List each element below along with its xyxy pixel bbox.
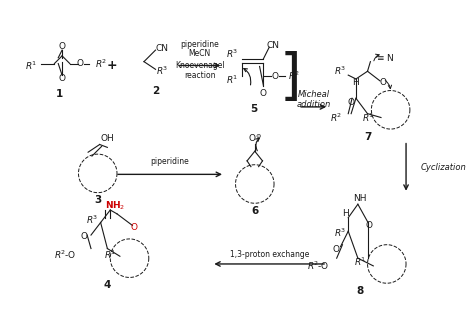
Text: O: O	[131, 223, 138, 232]
Text: $\mathit{R}$$^2$-O: $\mathit{R}$$^2$-O	[54, 248, 76, 261]
Text: $\mathit{R}$$^1$: $\mathit{R}$$^1$	[354, 256, 366, 268]
Text: 6: 6	[251, 206, 258, 216]
Text: O: O	[332, 245, 339, 254]
Text: O: O	[59, 74, 65, 83]
Text: O$^{\ominus}$: O$^{\ominus}$	[248, 132, 262, 144]
Text: O: O	[366, 221, 373, 230]
Text: reaction: reaction	[184, 71, 216, 80]
Text: +: +	[107, 59, 118, 72]
Text: piperidine: piperidine	[151, 157, 190, 166]
Text: OH: OH	[100, 134, 114, 143]
Text: H: H	[342, 209, 349, 218]
Text: $\mathit{R}$$^3$: $\mathit{R}$$^3$	[334, 227, 346, 239]
Text: $\mathit{R}$$^3$: $\mathit{R}$$^3$	[226, 48, 237, 60]
Text: $\mathit{R}$$^2$: $\mathit{R}$$^2$	[95, 57, 107, 70]
Text: Cyclization: Cyclization	[420, 163, 466, 172]
Text: $\mathit{R}$$^1$: $\mathit{R}$$^1$	[104, 248, 116, 261]
Text: $\mathit{R}$$^1$: $\mathit{R}$$^1$	[226, 74, 237, 86]
Text: H: H	[353, 78, 359, 87]
Text: 4: 4	[104, 280, 111, 290]
Text: 5: 5	[250, 104, 257, 114]
Text: CN: CN	[155, 44, 169, 53]
Text: 2: 2	[152, 86, 159, 95]
Text: Micheal: Micheal	[298, 90, 329, 99]
Text: $\mathit{R}$$^2$: $\mathit{R}$$^2$	[288, 70, 299, 82]
Text: MeCN: MeCN	[189, 49, 211, 58]
Text: O: O	[272, 72, 279, 81]
Text: CN: CN	[266, 41, 280, 50]
Text: 1,3-proton exchange: 1,3-proton exchange	[229, 250, 309, 259]
Text: $\mathit{R}$$^3$: $\mathit{R}$$^3$	[335, 65, 346, 77]
Text: $\equiv$N: $\equiv$N	[375, 52, 394, 63]
Text: O: O	[347, 98, 355, 106]
Text: 1: 1	[55, 89, 63, 100]
Text: ]: ]	[280, 51, 301, 105]
Text: $\mathit{R}$$^2$-O: $\mathit{R}$$^2$-O	[307, 260, 329, 272]
Text: NH$_2$: NH$_2$	[105, 200, 125, 212]
Text: piperidine: piperidine	[181, 40, 219, 49]
Text: O: O	[77, 59, 84, 68]
Text: 8: 8	[356, 286, 364, 296]
Text: O: O	[59, 42, 65, 51]
Text: NH: NH	[353, 194, 366, 203]
Text: $\mathit{R}$$^1$: $\mathit{R}$$^1$	[362, 111, 374, 124]
Text: $\mathit{R}$$^3$: $\mathit{R}$$^3$	[86, 214, 98, 226]
Text: $\mathit{R}$$^1$: $\mathit{R}$$^1$	[25, 59, 37, 72]
Text: 7: 7	[364, 132, 371, 142]
Text: O: O	[379, 78, 386, 87]
Text: Knoevenagel: Knoevenagel	[175, 61, 225, 70]
Text: 3: 3	[94, 195, 101, 205]
Text: addition: addition	[296, 100, 331, 109]
Text: $\mathit{R}$$^2$: $\mathit{R}$$^2$	[330, 111, 341, 124]
Text: O: O	[260, 89, 267, 98]
Text: $\mathit{R}$$^3$: $\mathit{R}$$^3$	[155, 65, 167, 77]
Text: O: O	[81, 232, 88, 242]
